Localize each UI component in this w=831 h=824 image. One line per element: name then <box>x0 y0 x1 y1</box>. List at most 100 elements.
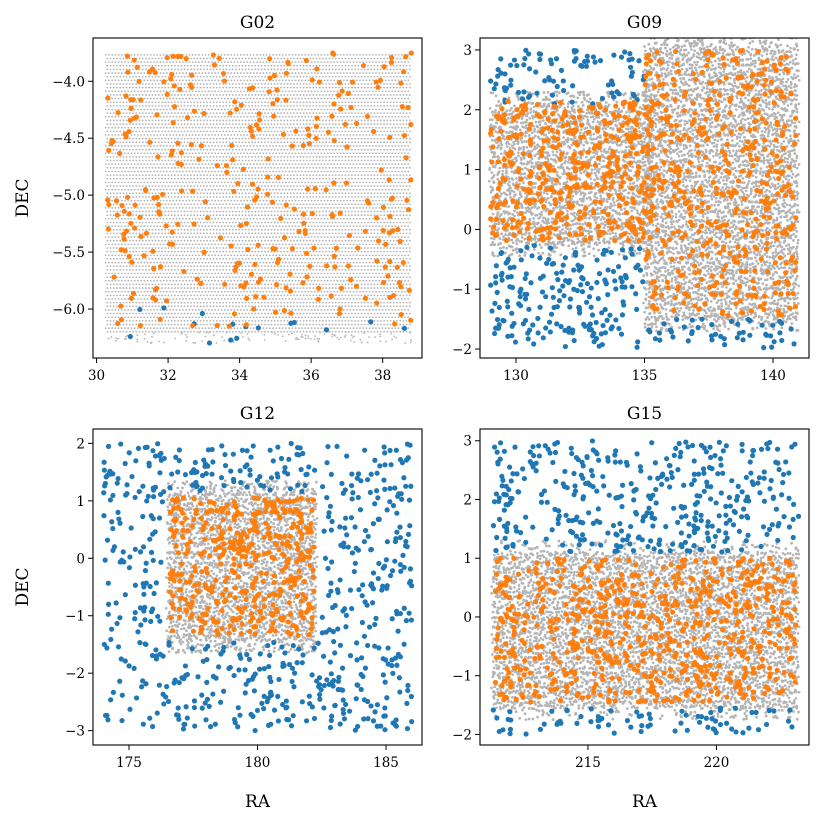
footprint-point <box>162 254 165 257</box>
footprint-point <box>283 258 286 260</box>
footprint-point <box>320 316 323 319</box>
footprint-point <box>183 155 186 158</box>
footprint-point <box>116 312 118 315</box>
footprint-point <box>323 261 326 264</box>
footprint-point <box>153 243 155 246</box>
footprint-point <box>157 283 160 286</box>
footprint-point <box>262 163 265 166</box>
footprint-point <box>186 258 189 260</box>
footprint-point <box>127 188 130 191</box>
footprint-point <box>315 305 318 308</box>
footprint-point <box>318 265 321 268</box>
footprint-point <box>154 294 157 297</box>
footprint-point <box>211 309 213 311</box>
footprint-point <box>117 188 120 191</box>
footprint-point <box>151 228 154 231</box>
footprint-point <box>141 141 144 144</box>
footprint-point <box>276 239 279 242</box>
footprint-point <box>124 181 126 184</box>
footprint-point <box>241 323 244 326</box>
footprint-point <box>323 145 326 147</box>
footprint-point <box>389 250 392 253</box>
footprint-point <box>368 152 371 155</box>
footprint-point <box>148 177 151 180</box>
footprint-point <box>235 177 237 180</box>
footprint-point <box>408 228 411 231</box>
footprint-point <box>307 309 310 311</box>
footprint-point <box>389 203 392 206</box>
footprint-point <box>392 250 395 253</box>
footprint-point <box>138 166 141 169</box>
footprint-point <box>122 265 125 268</box>
footprint-point <box>244 228 247 231</box>
footprint-point <box>231 276 234 279</box>
footprint-point <box>347 312 350 315</box>
footprint-point <box>404 236 406 238</box>
footprint-point <box>289 305 292 308</box>
footprint-point <box>334 287 337 289</box>
footprint-point <box>301 261 303 264</box>
footprint-point <box>402 330 405 333</box>
footprint-point <box>167 250 170 253</box>
footprint-point <box>180 210 183 213</box>
footprint-point <box>283 276 286 279</box>
footprint-point <box>336 225 339 228</box>
footprint-point <box>130 272 133 275</box>
footprint-point <box>167 258 170 260</box>
footprint-point <box>173 155 176 158</box>
footprint-point <box>119 239 122 242</box>
footprint-point <box>252 225 255 228</box>
footprint-point <box>302 239 305 242</box>
footprint-point <box>315 268 318 271</box>
footprint-point <box>318 305 321 308</box>
footprint-point <box>342 152 345 155</box>
footprint-point <box>404 152 406 155</box>
footprint-point <box>349 188 352 191</box>
footprint-point <box>305 221 308 224</box>
footprint-point <box>230 272 233 275</box>
footprint-point <box>162 279 165 282</box>
footprint-point <box>180 312 183 315</box>
footprint-point <box>363 214 366 217</box>
footprint-point <box>378 225 381 228</box>
footprint-point <box>383 155 385 158</box>
footprint-point <box>162 261 165 264</box>
footprint-point <box>122 166 125 169</box>
footprint-point <box>312 221 315 224</box>
footprint-point <box>193 247 196 249</box>
footprint-point <box>347 166 350 169</box>
footprint-point <box>265 279 268 282</box>
footprint-point <box>209 221 212 224</box>
footprint-point <box>368 298 371 300</box>
footprint-point <box>251 203 254 206</box>
footprint-point <box>309 166 311 169</box>
footprint-point <box>326 207 329 209</box>
footprint-point <box>196 185 199 187</box>
footprint-point <box>317 207 320 209</box>
footprint-point <box>362 316 365 319</box>
footprint-point <box>408 283 411 286</box>
footprint-point <box>408 323 411 326</box>
footprint-point <box>127 170 130 173</box>
footprint-point <box>231 330 234 333</box>
footprint-point <box>365 316 368 319</box>
footprint-point <box>315 203 318 206</box>
footprint-point <box>339 225 342 228</box>
footprint-point <box>278 199 281 202</box>
footprint-point <box>260 268 263 271</box>
footprint-point <box>320 217 323 220</box>
footprint-point <box>376 203 379 206</box>
footprint-point <box>106 301 109 304</box>
footprint-point <box>220 207 223 209</box>
footprint-point <box>336 163 339 166</box>
footprint-point <box>318 148 321 151</box>
footprint-point <box>162 170 165 173</box>
footprint-point <box>262 243 265 246</box>
footprint-point <box>178 279 181 282</box>
footprint-point <box>153 145 155 147</box>
footprint-point <box>294 188 297 191</box>
footprint-point <box>198 254 200 257</box>
footprint-point <box>375 207 377 209</box>
footprint-point <box>114 272 117 275</box>
footprint-point <box>304 309 307 311</box>
